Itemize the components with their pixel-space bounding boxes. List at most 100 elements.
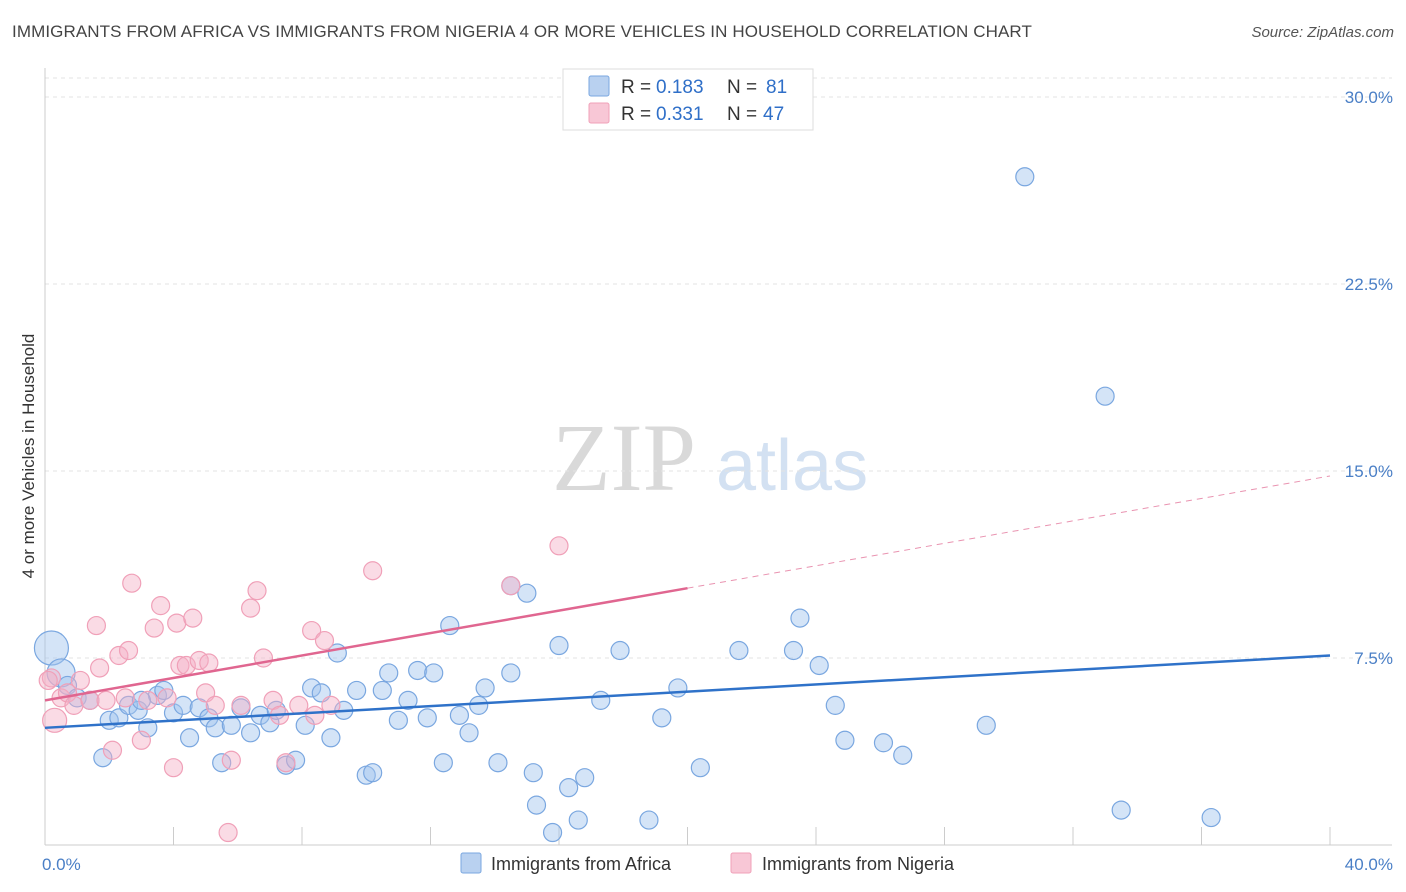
nigeria-point-32 <box>242 599 260 617</box>
nigeria-point-33 <box>248 582 266 600</box>
y-tick-label-1: 15.0% <box>1345 462 1393 481</box>
africa-point-65 <box>669 679 687 697</box>
nigeria-point-15 <box>132 731 150 749</box>
nigeria-trend-line <box>45 588 688 700</box>
nigeria-point-38 <box>290 696 308 714</box>
y-tick-label-3: 30.0% <box>1345 88 1393 107</box>
y-axis-title: 4 or more Vehicles in Household <box>19 334 38 579</box>
africa-point-74 <box>894 746 912 764</box>
nigeria-point-7 <box>87 617 105 635</box>
y-axis-tick-labels: 7.5% 15.0% 22.5% 30.0% <box>1345 88 1393 668</box>
africa-point-48 <box>470 696 488 714</box>
nigeria-point-16 <box>139 691 157 709</box>
africa-point-61 <box>592 691 610 709</box>
nigeria-point-46 <box>39 671 57 689</box>
legend-africa-r-label: R = <box>621 77 651 98</box>
nigeria-point-41 <box>315 632 333 650</box>
africa-point-57 <box>550 637 568 655</box>
africa-point-18 <box>206 719 224 737</box>
nigeria-point-29 <box>219 824 237 842</box>
bottom-legend-swatch-nigeria <box>731 853 751 873</box>
nigeria-point-43 <box>364 562 382 580</box>
nigeria-point-4 <box>65 696 83 714</box>
africa-point-53 <box>518 584 536 602</box>
y-tick-label-0: 7.5% <box>1354 649 1393 668</box>
legend-nigeria-n-label: N = <box>727 104 757 125</box>
x-tick-label-min: 0.0% <box>42 855 81 874</box>
nigeria-point-8 <box>91 659 109 677</box>
africa-point-60 <box>576 769 594 787</box>
nigeria-point-45 <box>550 537 568 555</box>
bottom-legend-swatch-africa <box>461 853 481 873</box>
africa-point-14 <box>174 696 192 714</box>
series-legend: Immigrants from Africa Immigrants from N… <box>461 853 955 874</box>
africa-point-56 <box>544 824 562 842</box>
watermark-atlas: atlas <box>716 426 868 506</box>
x-tick-label-max: 40.0% <box>1345 855 1393 874</box>
bottom-legend-label-africa: Immigrants from Africa <box>491 854 672 874</box>
nigeria-point-28 <box>206 696 224 714</box>
africa-point-69 <box>791 609 809 627</box>
africa-point-75 <box>977 716 995 734</box>
africa-point-62 <box>611 642 629 660</box>
legend-africa-n-value: 81 <box>766 77 787 98</box>
nigeria-point-37 <box>277 754 295 772</box>
africa-point-20 <box>222 716 240 734</box>
africa-point-79 <box>1202 809 1220 827</box>
bottom-legend-label-nigeria: Immigrants from Nigeria <box>762 854 955 874</box>
legend-swatch-africa <box>589 76 609 96</box>
nigeria-point-19 <box>158 689 176 707</box>
y-tick-label-2: 22.5% <box>1345 275 1393 294</box>
africa-point-31 <box>322 729 340 747</box>
africa-point-66 <box>691 759 709 777</box>
nigeria-point-27 <box>200 654 218 672</box>
x-axis-ticks <box>45 827 1330 845</box>
africa-point-71 <box>826 696 844 714</box>
legend-africa-r-value: 0.183 <box>656 77 704 98</box>
nigeria-point-9 <box>97 691 115 709</box>
africa-point-64 <box>653 709 671 727</box>
watermark-zip: ZIP <box>552 404 696 511</box>
africa-point-42 <box>418 709 436 727</box>
nigeria-point-31 <box>232 696 250 714</box>
nigeria-point-17 <box>145 619 163 637</box>
africa-point-73 <box>874 734 892 752</box>
nigeria-point-10 <box>103 741 121 759</box>
africa-point-46 <box>450 706 468 724</box>
africa-point-70 <box>810 656 828 674</box>
africa-point-39 <box>389 711 407 729</box>
africa-point-54 <box>524 764 542 782</box>
africa-point-44 <box>434 754 452 772</box>
africa-point-78 <box>1112 801 1130 819</box>
africa-point-58 <box>560 779 578 797</box>
africa-point-67 <box>730 642 748 660</box>
africa-point-41 <box>409 661 427 679</box>
africa-point-72 <box>836 731 854 749</box>
gridlines <box>45 78 1392 658</box>
legend-nigeria-r-value: 0.331 <box>656 104 704 125</box>
africa-point-34 <box>348 681 366 699</box>
africa-point-15 <box>181 729 199 747</box>
africa-point-38 <box>380 664 398 682</box>
africa-point-50 <box>489 754 507 772</box>
africa-point-36 <box>364 764 382 782</box>
nigeria-point-40 <box>306 706 324 724</box>
africa-point-37 <box>373 681 391 699</box>
scatter-chart: ZIP atlas 7.5% 15.0% 22.5% 30.0% 0.0% 40.0%… <box>0 0 1406 892</box>
africa-point-63 <box>640 811 658 829</box>
nigeria-point-12 <box>116 689 134 707</box>
nigeria-point-21 <box>168 614 186 632</box>
africa-point-59 <box>569 811 587 829</box>
africa-point-47 <box>460 724 478 742</box>
africa-point-55 <box>528 796 546 814</box>
correlation-legend: R = 0.183 N = 81 R = 0.331 N = 47 <box>563 69 813 130</box>
legend-swatch-nigeria <box>589 103 609 123</box>
nigeria-point-5 <box>71 671 89 689</box>
africa-point-68 <box>785 642 803 660</box>
nigeria-point-20 <box>165 759 183 777</box>
nigeria-point-44 <box>502 577 520 595</box>
nigeria-point-18 <box>152 597 170 615</box>
legend-africa-n-label: N = <box>727 77 757 98</box>
africa-point-77 <box>1096 387 1114 405</box>
legend-nigeria-n-value: 47 <box>763 104 784 125</box>
